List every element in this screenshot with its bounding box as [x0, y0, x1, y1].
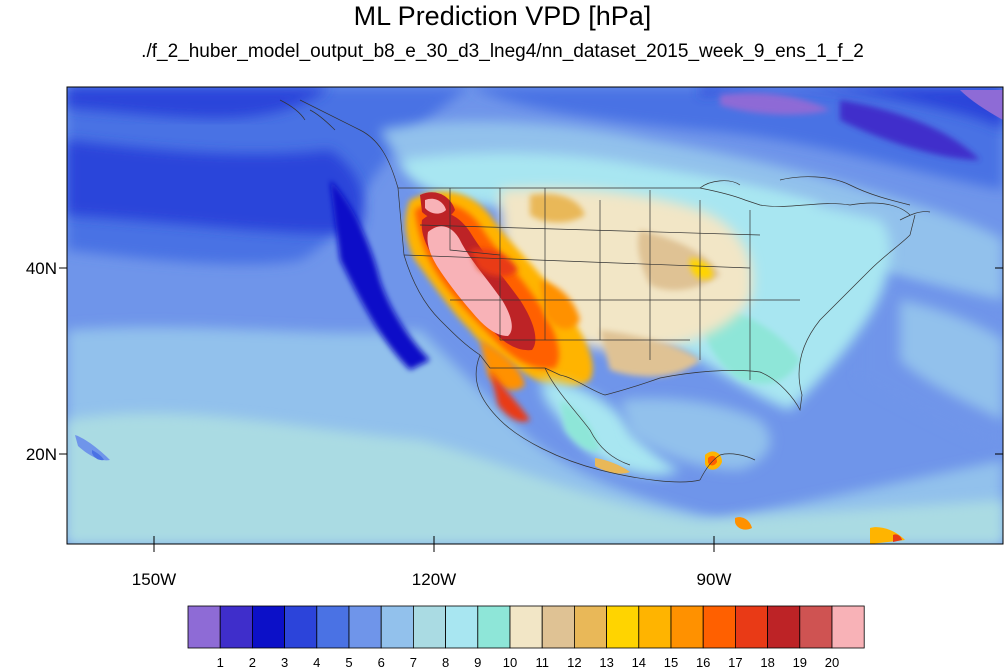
colorbar-swatch [316, 605, 350, 649]
colorbar-swatch [735, 605, 769, 649]
colorbar-label: 19 [793, 655, 807, 670]
colorbar-swatch [606, 605, 640, 649]
colorbar-label: 10 [503, 655, 517, 670]
colorbar-swatch [380, 605, 414, 649]
colorbar-label: 8 [442, 655, 449, 670]
colorbar-swatch [670, 605, 704, 649]
lon-label-120w: 120W [412, 570, 456, 589]
colorbar-swatch [767, 605, 801, 649]
colorbar-label: 7 [410, 655, 417, 670]
colorbar-swatch [477, 605, 511, 649]
colorbar-swatch [251, 605, 285, 649]
colorbar-label: 16 [696, 655, 710, 670]
map-frame [66, 86, 1004, 545]
colorbar-label: 9 [474, 655, 481, 670]
colorbar: 1 2 3 4 5 6 7 8 9 10 11 12 13 14 15 16 17 18 19 20 [187, 605, 865, 670]
colorbar-swatch [574, 605, 608, 649]
colorbar-label: 1 [217, 655, 224, 670]
colorbar-swatch [638, 605, 672, 649]
map-title: ML Prediction VPD [hPa] [353, 1, 652, 31]
colorbar-swatch [702, 605, 736, 649]
colorbar-label: 5 [345, 655, 352, 670]
colorbar-label: 2 [249, 655, 256, 670]
colorbar-swatch [541, 605, 575, 649]
colorbar-label: 12 [567, 655, 581, 670]
political-boundaries [279, 99, 931, 483]
axis-ticks [59, 267, 1003, 552]
colorbar-label: 13 [599, 655, 613, 670]
colorbar-swatch [509, 605, 543, 649]
colorbar-swatch [831, 605, 865, 649]
colorbar-swatch [799, 605, 833, 649]
lon-label-150w: 150W [132, 570, 176, 589]
colorbar-swatch [187, 605, 221, 649]
lon-label-90w: 90W [697, 570, 732, 589]
colorbar-label: 3 [281, 655, 288, 670]
colorbar-swatch [284, 605, 318, 649]
colorbar-label: 20 [825, 655, 839, 670]
colorbar-swatch [348, 605, 382, 649]
colorbar-label: 15 [664, 655, 678, 670]
colorbar-swatch [412, 605, 446, 649]
colorbar-label: 14 [632, 655, 646, 670]
colorbar-label: 17 [728, 655, 742, 670]
lat-label-20n: 20N [26, 445, 57, 464]
colorbar-label: 18 [760, 655, 774, 670]
colorbar-label: 11 [535, 655, 549, 670]
map-subtitle: ./f_2_huber_model_output_b8_e_30_d3_lneg… [141, 41, 864, 62]
vpd-field [67, 87, 1003, 544]
colorbar-label: 4 [313, 655, 320, 670]
colorbar-label: 6 [378, 655, 385, 670]
colorbar-swatch [445, 605, 479, 649]
lat-label-40n: 40N [26, 259, 57, 278]
colorbar-swatch [219, 605, 253, 649]
